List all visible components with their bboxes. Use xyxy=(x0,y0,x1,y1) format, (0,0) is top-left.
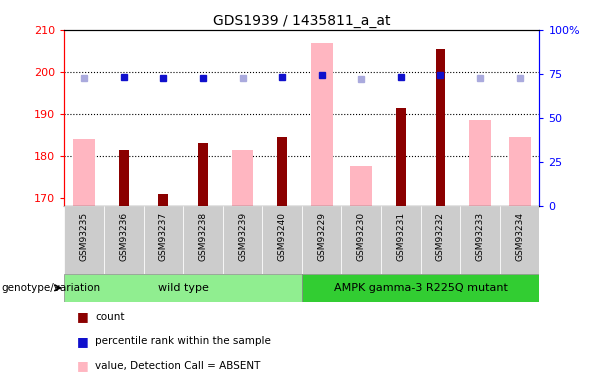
Text: ■: ■ xyxy=(77,335,88,348)
Text: GSM93233: GSM93233 xyxy=(476,211,484,261)
Text: GSM93236: GSM93236 xyxy=(120,211,128,261)
Text: count: count xyxy=(95,312,124,322)
Text: genotype/variation: genotype/variation xyxy=(1,283,101,293)
Bar xyxy=(500,206,539,274)
Bar xyxy=(435,49,446,206)
Bar xyxy=(64,206,104,274)
Text: ■: ■ xyxy=(77,359,88,372)
Bar xyxy=(64,274,302,302)
Bar xyxy=(223,206,262,274)
Text: GSM93232: GSM93232 xyxy=(436,211,445,261)
Text: GSM93239: GSM93239 xyxy=(238,211,247,261)
Text: GSM93234: GSM93234 xyxy=(515,211,524,261)
Text: GSM93238: GSM93238 xyxy=(199,211,207,261)
Text: wild type: wild type xyxy=(158,283,208,293)
Text: AMPK gamma-3 R225Q mutant: AMPK gamma-3 R225Q mutant xyxy=(333,283,508,293)
Bar xyxy=(311,43,333,206)
Bar xyxy=(104,206,143,274)
Bar xyxy=(460,206,500,274)
Text: percentile rank within the sample: percentile rank within the sample xyxy=(95,336,271,346)
Bar xyxy=(143,206,183,274)
Bar xyxy=(198,143,208,206)
Bar xyxy=(183,206,223,274)
Bar xyxy=(262,206,302,274)
Bar xyxy=(277,137,287,206)
Bar xyxy=(302,274,539,302)
Bar xyxy=(509,137,530,206)
Bar xyxy=(302,206,341,274)
Title: GDS1939 / 1435811_a_at: GDS1939 / 1435811_a_at xyxy=(213,13,390,28)
Bar xyxy=(74,139,95,206)
Bar xyxy=(119,150,129,206)
Bar xyxy=(341,206,381,274)
Bar xyxy=(351,166,372,206)
Bar xyxy=(396,108,406,206)
Text: GSM93240: GSM93240 xyxy=(278,211,287,261)
Text: GSM93229: GSM93229 xyxy=(317,211,326,261)
Text: GSM93235: GSM93235 xyxy=(80,211,89,261)
Bar xyxy=(381,206,421,274)
Bar xyxy=(232,150,253,206)
Text: GSM93231: GSM93231 xyxy=(397,211,405,261)
Text: GSM93237: GSM93237 xyxy=(159,211,168,261)
Bar xyxy=(421,206,460,274)
Bar xyxy=(469,120,491,206)
Text: GSM93230: GSM93230 xyxy=(357,211,366,261)
Text: ■: ■ xyxy=(77,310,88,323)
Bar xyxy=(158,194,169,206)
Text: value, Detection Call = ABSENT: value, Detection Call = ABSENT xyxy=(95,361,261,370)
